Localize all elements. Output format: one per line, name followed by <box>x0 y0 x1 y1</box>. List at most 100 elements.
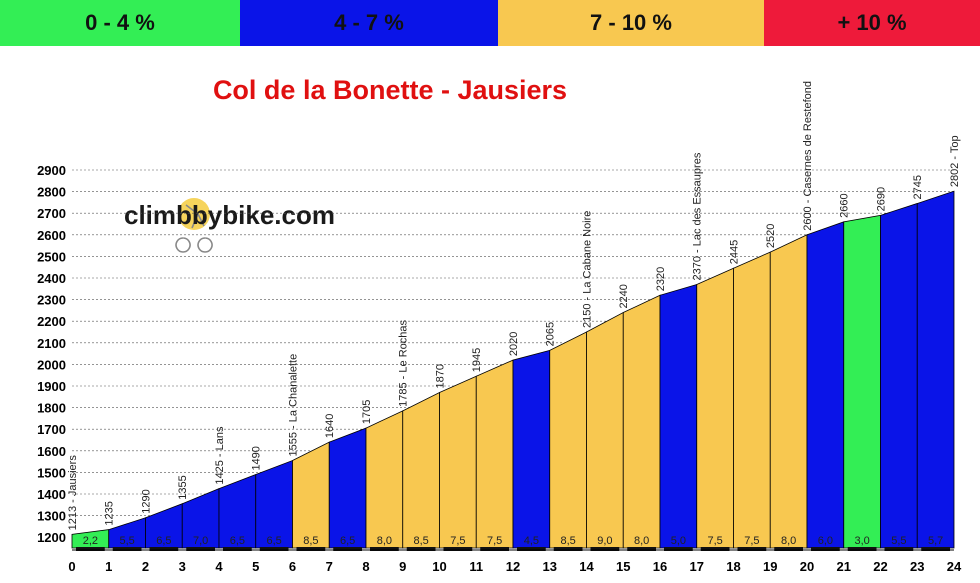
legend-item-3: + 10 % <box>764 0 980 46</box>
point-elevation-label: 2745 <box>912 175 924 199</box>
segment-base-marker <box>480 547 509 551</box>
segment-base-marker <box>76 547 105 551</box>
segment-grade-label: 8,0 <box>634 535 649 547</box>
point-elevation-label: 1785 - Le Rochas <box>398 320 410 407</box>
y-tick-label: 2600 <box>37 228 66 243</box>
point-elevation-label: 1555 - La Chanalette <box>288 354 300 457</box>
x-tick-label: 24 <box>947 559 962 574</box>
segment-grade-label: 6,5 <box>230 535 245 547</box>
x-tick-label: 12 <box>506 559 520 574</box>
segment-base-marker <box>664 547 693 551</box>
y-tick-label: 1500 <box>37 465 66 480</box>
segment-base-marker <box>296 547 326 551</box>
segment-grade-label: 7,5 <box>450 535 465 547</box>
profile-segment <box>733 251 771 549</box>
segment-grade-label: 8,0 <box>781 535 796 547</box>
profile-segment <box>880 202 918 549</box>
x-tick-label: 18 <box>726 559 740 574</box>
profile-segment <box>328 427 367 549</box>
segment-base-marker <box>737 547 767 551</box>
segment-base-marker <box>553 547 583 551</box>
x-tick-label: 0 <box>68 559 75 574</box>
segment-base-marker <box>700 547 730 551</box>
segment-base-marker <box>406 547 436 551</box>
point-elevation-label: 1235 <box>104 501 116 525</box>
segment-grade-label: 2,2 <box>83 535 98 547</box>
y-tick-label: 2100 <box>37 336 66 351</box>
legend-item-2: 7 - 10 % <box>498 0 764 46</box>
segment-base-marker <box>370 547 399 551</box>
point-elevation-label: 2240 <box>618 284 630 308</box>
gradient-legend: 0 - 4 % 4 - 7 % 7 - 10 % + 10 % <box>0 0 980 46</box>
segment-grade-label: 6,5 <box>266 535 281 547</box>
profile-segment <box>512 349 551 549</box>
watermark: climbbybike.com <box>124 198 335 253</box>
segment-base-marker <box>333 547 362 551</box>
point-elevation-label: 1640 <box>324 414 336 438</box>
x-tick-label: 19 <box>763 559 777 574</box>
point-elevation-label: 1870 <box>435 364 447 388</box>
x-tick-label: 7 <box>326 559 333 574</box>
profile-segment <box>292 441 330 549</box>
segment-base-marker <box>847 547 877 551</box>
legend-item-1: 4 - 7 % <box>240 0 498 46</box>
point-elevation-label: 1213 - Jausiers <box>67 455 79 531</box>
point-elevation-label: 2520 <box>765 224 777 248</box>
x-tick-label: 22 <box>873 559 887 574</box>
point-elevation-label: 2150 - La Cabane Noire <box>582 211 594 328</box>
x-tick-label: 1 <box>105 559 112 574</box>
profile-segment <box>475 359 514 549</box>
x-tick-label: 13 <box>543 559 557 574</box>
segment-grade-label: 5,0 <box>671 535 686 547</box>
segment-base-marker <box>259 547 289 551</box>
segment-grade-label: 7,5 <box>487 535 502 547</box>
y-tick-label: 2700 <box>37 206 66 221</box>
point-elevation-label: 2660 <box>839 193 851 217</box>
x-tick-label: 8 <box>362 559 369 574</box>
y-tick-label: 1700 <box>37 422 66 437</box>
point-elevation-label: 2370 - Lac des Essaupres <box>692 152 704 280</box>
x-tick-label: 6 <box>289 559 296 574</box>
point-elevation-label: 2600 - Casernes de Restefond <box>802 81 814 231</box>
x-tick-label: 3 <box>179 559 186 574</box>
x-tick-label: 17 <box>690 559 704 574</box>
x-tick-label: 21 <box>837 559 851 574</box>
x-tick-label: 14 <box>579 559 594 574</box>
y-tick-label: 1400 <box>37 487 66 502</box>
point-elevation-label: 1945 <box>471 348 483 372</box>
chart-title: Col de la Bonette - Jausiers <box>213 75 567 105</box>
point-elevation-label: 1355 <box>177 475 189 499</box>
segment-base-marker <box>811 547 840 551</box>
watermark-text: climbbybike.com <box>124 200 335 230</box>
point-elevation-label: 1705 <box>361 400 373 424</box>
profile-segment <box>916 190 955 549</box>
y-tick-label: 2200 <box>37 314 66 329</box>
y-tick-label: 1300 <box>37 509 66 524</box>
profile-segment <box>402 391 440 549</box>
point-elevation-label: 2020 <box>508 332 520 356</box>
segment-base-marker <box>774 547 803 551</box>
y-tick-label: 1900 <box>37 379 66 394</box>
y-tick-label: 2800 <box>37 185 66 200</box>
segment-grade-label: 7,5 <box>744 535 759 547</box>
profile-segment <box>586 311 624 549</box>
segment-grade-label: 8,5 <box>413 535 428 547</box>
x-tick-label: 5 <box>252 559 259 574</box>
y-tick-label: 1200 <box>37 530 66 545</box>
segment-grade-label: 9,0 <box>597 535 612 547</box>
segment-grade-label: 6,5 <box>340 535 355 547</box>
point-elevation-label: 1490 <box>251 446 263 470</box>
segment-grade-label: 3,0 <box>854 535 869 547</box>
segment-base-marker <box>186 547 215 551</box>
segment-grade-label: 7,5 <box>707 535 722 547</box>
segment-base-marker <box>921 547 950 551</box>
segment-grade-label: 5,7 <box>928 535 943 547</box>
point-elevation-label: 1425 - Lans <box>214 426 226 485</box>
point-elevation-label: 2065 <box>545 322 557 346</box>
point-elevation-label: 2802 - Top <box>949 135 961 187</box>
profile-segment <box>843 214 881 549</box>
point-elevation-label: 2690 <box>876 187 888 211</box>
segment-grade-label: 6,0 <box>818 535 833 547</box>
profile-segment <box>622 294 661 549</box>
